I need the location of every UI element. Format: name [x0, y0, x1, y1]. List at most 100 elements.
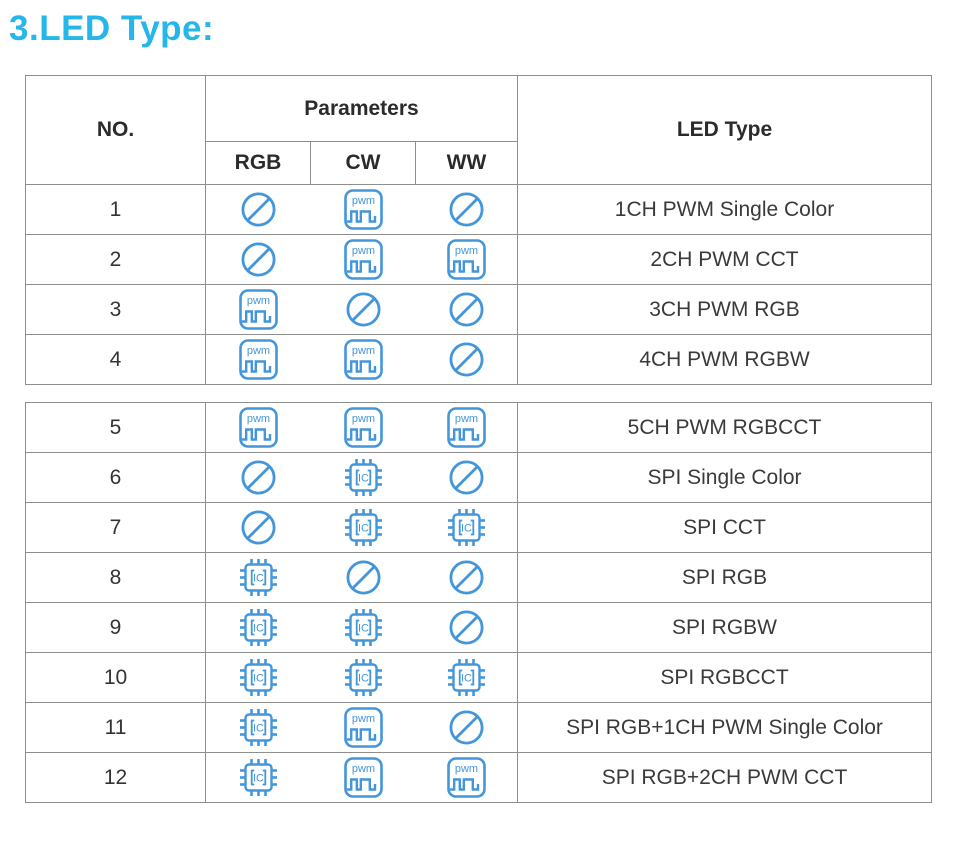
- pwm-icon: pwm: [446, 239, 486, 280]
- ww-support-cell: pwm: [415, 234, 518, 285]
- not-supported-icon: [241, 510, 276, 545]
- row-number: 8: [25, 552, 206, 603]
- pwm-icon: pwm: [446, 407, 486, 448]
- page-title: 3.LED Type:: [9, 9, 215, 48]
- ic-icon: IC: [344, 609, 382, 646]
- table-row: 4 pwm pwm 4CH PWM RGBW: [25, 334, 932, 385]
- table-row: 8 IC SPI RGB: [25, 552, 932, 603]
- svg-text:pwm: pwm: [455, 763, 478, 775]
- table-row: 3 pwm 3CH PWM RGB: [25, 284, 932, 335]
- ic-icon: IC: [344, 509, 382, 546]
- row-number: 11: [25, 702, 206, 753]
- svg-text:IC: IC: [358, 473, 369, 485]
- ww-support-cell: pwm: [415, 752, 518, 803]
- rgb-support-cell: [205, 502, 311, 553]
- led-type-cell: 3CH PWM RGB: [517, 284, 932, 335]
- rgb-support-cell: pwm: [205, 284, 311, 335]
- not-supported-icon: [449, 342, 484, 377]
- svg-text:pwm: pwm: [455, 413, 478, 425]
- table-body-rows-1-4: 1 pwm 1CH PWM Single Color 2 pwm pwm 2CH…: [25, 184, 932, 385]
- ic-icon: IC: [239, 659, 277, 696]
- header-ww: WW: [415, 141, 518, 185]
- svg-text:pwm: pwm: [351, 195, 374, 207]
- table-row: 7 IC IC SPI CCT: [25, 502, 932, 553]
- row-number: 5: [25, 402, 206, 453]
- led-type-cell: SPI RGB+1CH PWM Single Color: [517, 702, 932, 753]
- ic-icon: IC: [447, 659, 485, 696]
- cw-support-cell: IC: [310, 602, 416, 653]
- svg-text:pwm: pwm: [247, 295, 270, 307]
- rgb-support-cell: [205, 452, 311, 503]
- row-number: 10: [25, 652, 206, 703]
- table-row: 1 pwm 1CH PWM Single Color: [25, 184, 932, 235]
- table-row: 12 IC pwm pwm SPI RGB+2CH PWM CCT: [25, 752, 932, 803]
- svg-text:IC: IC: [358, 523, 369, 535]
- header-led-type: LED Type: [517, 75, 932, 185]
- svg-text:IC: IC: [358, 673, 369, 685]
- svg-text:IC: IC: [358, 623, 369, 635]
- led-type-cell: SPI RGBCCT: [517, 652, 932, 703]
- cw-support-cell: IC: [310, 452, 416, 503]
- svg-text:pwm: pwm: [351, 763, 374, 775]
- ic-icon: IC: [344, 459, 382, 496]
- ww-support-cell: [415, 452, 518, 503]
- led-type-cell: SPI Single Color: [517, 452, 932, 503]
- ic-icon: IC: [239, 759, 277, 796]
- svg-text:IC: IC: [253, 623, 264, 635]
- rgb-support-cell: IC: [205, 752, 311, 803]
- cw-support-cell: [310, 284, 416, 335]
- ww-support-cell: [415, 284, 518, 335]
- ic-icon: IC: [239, 609, 277, 646]
- svg-text:IC: IC: [461, 673, 472, 685]
- ww-support-cell: pwm: [415, 402, 518, 453]
- led-type-cell: SPI CCT: [517, 502, 932, 553]
- row-number: 2: [25, 234, 206, 285]
- rgb-support-cell: IC: [205, 702, 311, 753]
- ww-support-cell: [415, 602, 518, 653]
- not-supported-icon: [241, 460, 276, 495]
- svg-text:pwm: pwm: [351, 345, 374, 357]
- pwm-icon: pwm: [238, 339, 278, 380]
- ww-support-cell: [415, 184, 518, 235]
- pwm-icon: pwm: [343, 407, 383, 448]
- header-no: NO.: [25, 75, 206, 185]
- table-row: 11 IC pwm SPI RGB+1CH PWM Single Color: [25, 702, 932, 753]
- cw-support-cell: pwm: [310, 334, 416, 385]
- cw-support-cell: [310, 552, 416, 603]
- ww-support-cell: [415, 702, 518, 753]
- rgb-support-cell: pwm: [205, 334, 311, 385]
- not-supported-icon: [345, 292, 381, 327]
- pwm-icon: pwm: [238, 289, 278, 330]
- ic-icon: IC: [447, 509, 485, 546]
- led-type-cell: SPI RGBW: [517, 602, 932, 653]
- rgb-support-cell: IC: [205, 602, 311, 653]
- led-type-cell: SPI RGB: [517, 552, 932, 603]
- row-number: 3: [25, 284, 206, 335]
- svg-text:IC: IC: [253, 673, 264, 685]
- pwm-icon: pwm: [446, 757, 486, 798]
- not-supported-icon: [449, 292, 484, 327]
- cw-support-cell: pwm: [310, 752, 416, 803]
- rgb-support-cell: [205, 234, 311, 285]
- not-supported-icon: [345, 560, 381, 595]
- table-body-rows-5-12: 5 pwm pwm pwm 5CH PWM RGBCCT 6 IC SPI Si…: [25, 402, 932, 803]
- svg-text:pwm: pwm: [247, 413, 270, 425]
- svg-text:IC: IC: [253, 573, 264, 585]
- svg-text:IC: IC: [253, 723, 264, 735]
- not-supported-icon: [449, 192, 484, 227]
- svg-text:pwm: pwm: [455, 245, 478, 257]
- header-cw: CW: [310, 141, 416, 185]
- header-rgb: RGB: [205, 141, 311, 185]
- led-type-cell: 4CH PWM RGBW: [517, 334, 932, 385]
- not-supported-icon: [449, 610, 484, 645]
- svg-text:pwm: pwm: [247, 345, 270, 357]
- pwm-icon: pwm: [343, 707, 383, 748]
- table-row: 2 pwm pwm 2CH PWM CCT: [25, 234, 932, 285]
- cw-support-cell: IC: [310, 502, 416, 553]
- svg-text:pwm: pwm: [351, 713, 374, 725]
- row-number: 6: [25, 452, 206, 503]
- pwm-icon: pwm: [343, 189, 383, 230]
- not-supported-icon: [241, 192, 276, 227]
- table-row: 5 pwm pwm pwm 5CH PWM RGBCCT: [25, 402, 932, 453]
- header-parameters: Parameters: [205, 75, 518, 142]
